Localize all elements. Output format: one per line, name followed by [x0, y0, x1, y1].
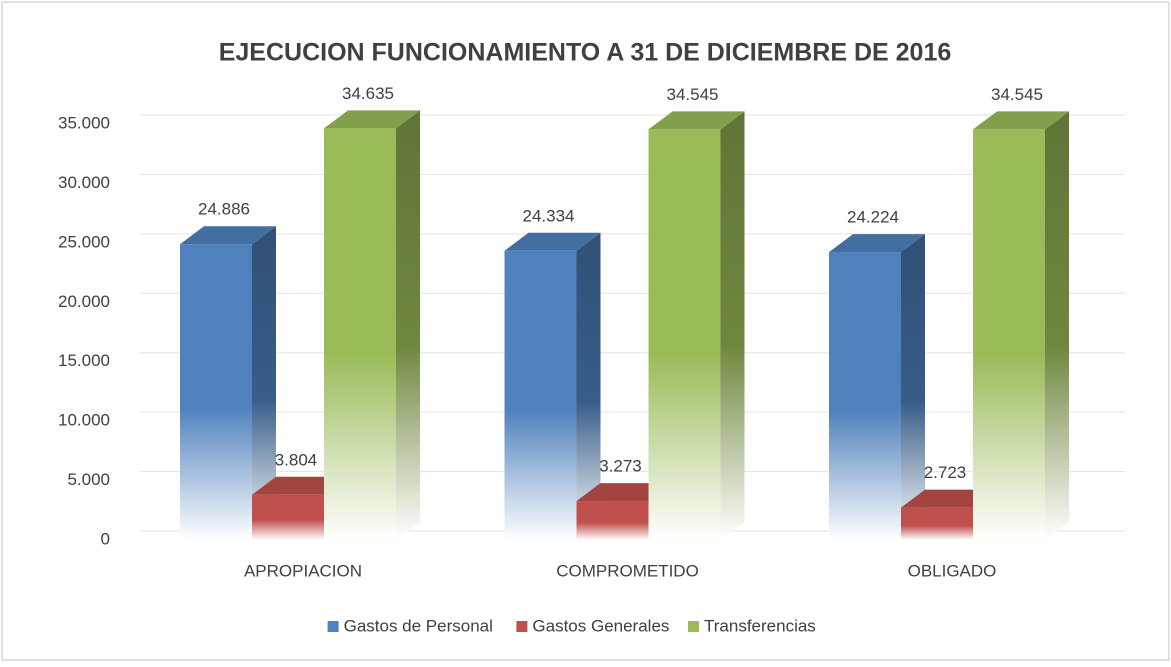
bar: [829, 234, 925, 541]
bar: [324, 110, 420, 540]
data-label: 24.334: [523, 206, 575, 225]
y-tick-label: 20.000: [58, 292, 110, 311]
y-tick-label: 25.000: [58, 232, 110, 251]
bar-top: [973, 111, 1069, 130]
bar-front: [648, 129, 721, 540]
data-label: 3.804: [275, 450, 318, 469]
data-label: 24.886: [198, 200, 250, 219]
x-tick-label: OBLIGADO: [908, 561, 997, 580]
bar-front: [576, 501, 649, 540]
bar-side: [1045, 111, 1069, 541]
y-tick-label: 15.000: [58, 351, 110, 370]
bar-top: [324, 110, 420, 129]
y-tick-label: 30.000: [58, 173, 110, 192]
data-label: 34.545: [667, 85, 719, 104]
legend-swatch: [516, 621, 528, 632]
bar-front: [901, 507, 973, 540]
legend-label: Gastos Generales: [532, 616, 669, 635]
bar: [504, 232, 601, 541]
bar-front: [324, 128, 396, 540]
bar-front: [180, 244, 252, 541]
x-tick-label: APROPIACION: [244, 561, 362, 580]
bar-front: [252, 494, 324, 540]
y-tick-label: 10.000: [58, 411, 110, 430]
bar: [648, 111, 745, 541]
data-label: 34.635: [342, 84, 394, 103]
bar-side: [252, 226, 276, 541]
x-tick-label: COMPROMETIDO: [556, 561, 699, 580]
bar-front: [829, 252, 901, 541]
data-label: 3.273: [599, 457, 642, 476]
y-tick-label: 5.000: [67, 470, 110, 489]
bar-side: [576, 232, 601, 541]
bar-top: [180, 226, 276, 245]
bar-top: [648, 111, 745, 130]
bar-side: [901, 234, 925, 541]
legend-label: Transferencias: [704, 616, 816, 635]
bar-front: [973, 129, 1045, 540]
bar-side: [396, 110, 420, 540]
data-label: 2.723: [924, 463, 967, 482]
data-label: 34.545: [991, 85, 1043, 104]
legend-swatch: [327, 621, 339, 632]
y-tick-label: 35.000: [58, 113, 110, 132]
legend-swatch: [688, 621, 699, 632]
bar-front: [504, 250, 577, 541]
bar-top: [829, 234, 925, 253]
y-tick-label: 0: [101, 529, 110, 548]
bar-top: [504, 232, 601, 251]
data-label: 24.224: [847, 208, 899, 227]
bar: [180, 226, 276, 541]
chart-title: EJECUCION FUNCIONAMIENTO A 31 DE DICIEMB…: [219, 39, 952, 67]
bar: [973, 111, 1069, 541]
bar-side: [720, 111, 745, 541]
legend-label: Gastos de Personal: [344, 616, 493, 635]
